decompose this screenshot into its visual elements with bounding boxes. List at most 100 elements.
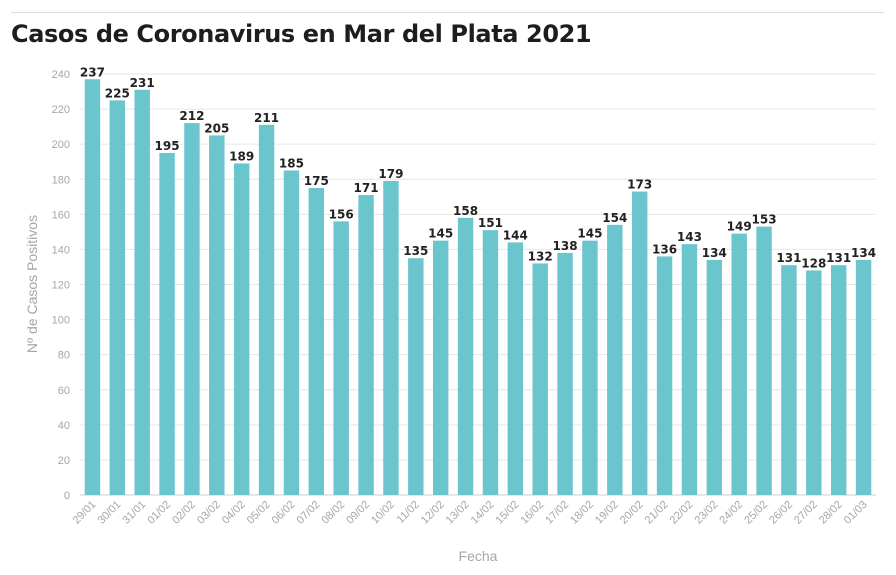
x-tick-label: 26/02 bbox=[767, 499, 795, 527]
x-tick-label: 30/01 bbox=[95, 499, 123, 527]
data-label: 143 bbox=[677, 230, 702, 244]
x-tick-label: 14/02 bbox=[469, 499, 497, 527]
top-divider bbox=[11, 12, 884, 13]
bar bbox=[233, 163, 250, 495]
data-label: 151 bbox=[478, 216, 503, 230]
bar bbox=[109, 100, 126, 495]
bar bbox=[258, 124, 275, 495]
data-label: 131 bbox=[826, 251, 851, 265]
x-axis-label: Fecha bbox=[459, 548, 498, 564]
x-tick-label: 31/01 bbox=[120, 499, 148, 527]
bar bbox=[855, 259, 872, 495]
bar bbox=[134, 89, 150, 495]
chart-title: Casos de Coronavirus en Mar del Plata 20… bbox=[11, 20, 592, 48]
data-label: 179 bbox=[378, 167, 403, 181]
data-label: 128 bbox=[801, 256, 826, 270]
bar bbox=[557, 252, 573, 495]
data-label: 154 bbox=[602, 211, 627, 225]
y-tick-label: 100 bbox=[52, 315, 70, 327]
bar bbox=[358, 195, 374, 495]
data-label: 134 bbox=[702, 246, 727, 260]
y-tick-label: 80 bbox=[58, 350, 70, 362]
bar bbox=[806, 270, 822, 495]
data-label: 189 bbox=[229, 149, 254, 163]
data-label: 149 bbox=[727, 220, 752, 234]
x-tick-label: 25/02 bbox=[742, 499, 770, 527]
x-tick-label: 10/02 bbox=[369, 499, 397, 527]
bar bbox=[781, 265, 797, 495]
x-tick-label: 08/02 bbox=[319, 499, 347, 527]
x-tick-label: 09/02 bbox=[344, 499, 372, 527]
x-tick-label: 15/02 bbox=[493, 499, 521, 527]
y-tick-label: 40 bbox=[58, 420, 70, 432]
x-tick-label: 23/02 bbox=[692, 499, 720, 527]
bar bbox=[283, 170, 300, 495]
x-tick-label: 27/02 bbox=[792, 499, 820, 527]
y-tick-label: 200 bbox=[52, 139, 70, 151]
y-tick-label: 60 bbox=[58, 385, 70, 397]
bar bbox=[408, 258, 424, 495]
x-tick-label: 20/02 bbox=[618, 499, 646, 527]
data-label: 205 bbox=[204, 121, 229, 135]
data-label: 132 bbox=[528, 249, 553, 263]
bar bbox=[607, 224, 623, 495]
bar bbox=[532, 263, 548, 495]
bar bbox=[507, 242, 524, 495]
y-tick-label: 180 bbox=[52, 174, 70, 186]
y-axis-ticks: 0 20 40 60 80 100 120 140 160 180 200 220 240 bbox=[52, 69, 70, 502]
bars bbox=[84, 79, 872, 496]
x-tick-label: 03/02 bbox=[195, 499, 223, 527]
bar bbox=[582, 240, 598, 495]
x-tick-label: 22/02 bbox=[668, 499, 696, 527]
bar bbox=[209, 135, 225, 496]
data-label: 138 bbox=[553, 239, 578, 253]
bar bbox=[731, 233, 747, 496]
x-tick-label: 28/02 bbox=[817, 499, 845, 527]
x-tick-label: 29/01 bbox=[71, 499, 99, 527]
data-label: 225 bbox=[105, 86, 130, 100]
data-label: 158 bbox=[453, 204, 478, 218]
x-tick-label: 04/02 bbox=[220, 499, 248, 527]
data-label: 175 bbox=[304, 174, 329, 188]
data-label: 173 bbox=[627, 178, 652, 192]
x-tick-label: 11/02 bbox=[395, 499, 422, 526]
y-tick-label: 220 bbox=[52, 104, 70, 116]
data-label: 156 bbox=[329, 207, 354, 221]
x-tick-label: 21/02 bbox=[643, 499, 671, 527]
x-tick-label: 07/02 bbox=[294, 499, 322, 527]
data-label: 145 bbox=[577, 227, 602, 241]
data-label: 153 bbox=[752, 213, 777, 227]
y-tick-label: 240 bbox=[52, 69, 70, 81]
data-label: 231 bbox=[130, 76, 155, 90]
data-label: 212 bbox=[179, 109, 204, 123]
bar bbox=[333, 221, 349, 495]
bar bbox=[457, 217, 474, 495]
data-label: 134 bbox=[851, 246, 876, 260]
bar bbox=[308, 188, 325, 496]
bar bbox=[432, 240, 449, 495]
y-tick-label: 0 bbox=[64, 490, 70, 502]
bar bbox=[706, 259, 723, 495]
data-label: 145 bbox=[428, 227, 453, 241]
y-tick-label: 140 bbox=[52, 244, 70, 256]
x-tick-label: 01/03 bbox=[842, 499, 870, 527]
y-axis-label: Nº de Casos Positivos bbox=[24, 215, 40, 353]
data-label: 144 bbox=[503, 228, 528, 242]
x-tick-label: 13/02 bbox=[444, 499, 472, 527]
bar bbox=[656, 256, 673, 495]
bar bbox=[159, 152, 175, 495]
data-label: 136 bbox=[652, 242, 677, 256]
x-tick-label: 01/02 bbox=[145, 499, 173, 527]
x-axis-ticks: 29/0130/0131/0101/0202/0203/0204/0205/02… bbox=[71, 499, 870, 527]
bar bbox=[830, 265, 847, 495]
x-tick-label: 16/02 bbox=[518, 499, 546, 527]
bar bbox=[383, 181, 399, 496]
bar bbox=[84, 79, 101, 495]
data-label: 131 bbox=[776, 251, 801, 265]
y-tick-label: 120 bbox=[52, 280, 70, 292]
data-label: 195 bbox=[155, 139, 180, 153]
data-label: 171 bbox=[354, 181, 379, 195]
x-tick-label: 18/02 bbox=[568, 499, 596, 527]
data-label: 211 bbox=[254, 111, 279, 125]
